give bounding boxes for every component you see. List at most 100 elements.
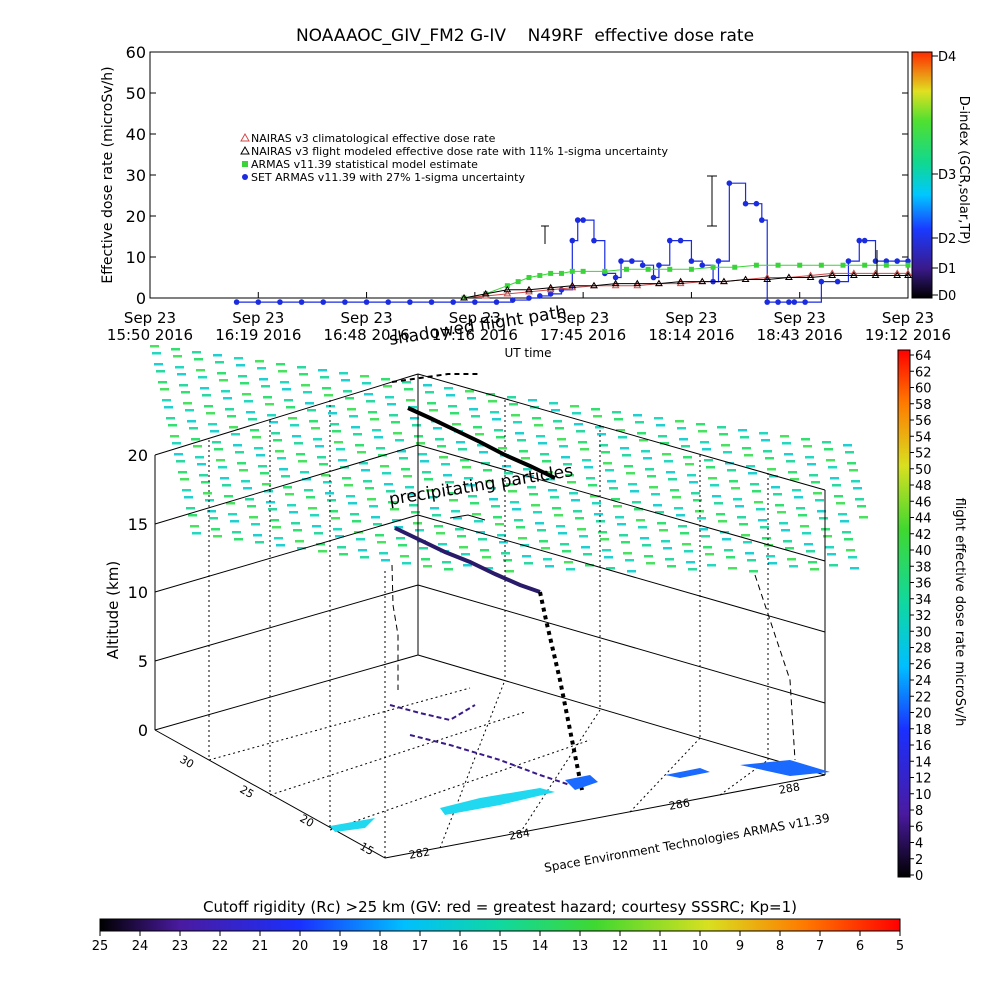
- dose-cell: [790, 478, 799, 481]
- cutoff-colorbar-tick-label: 10: [692, 939, 709, 954]
- dose-cell: [307, 409, 316, 412]
- dose-cell: [203, 492, 212, 495]
- dose-cell: [164, 406, 173, 409]
- dose-cell: [342, 477, 351, 480]
- dose-cell: [728, 567, 737, 570]
- dose-cell: [389, 414, 398, 417]
- dose-cell: [729, 480, 738, 483]
- dose-cell: [664, 460, 673, 463]
- x-tick-date: Sep 23: [557, 309, 609, 327]
- dose-cell: [343, 390, 352, 393]
- dose-cell: [447, 492, 456, 495]
- dose-cell: [257, 367, 266, 370]
- data-point: [428, 299, 435, 305]
- dose-cell: [499, 541, 508, 544]
- dose-cell: [708, 477, 717, 480]
- dose-cell: [274, 537, 283, 540]
- dose-cell: [559, 445, 568, 448]
- cutoff-colorbar-tick-label: 21: [252, 939, 269, 954]
- dose-cell: [460, 459, 469, 462]
- dose-cell: [714, 502, 723, 505]
- dose-cell: [494, 429, 503, 432]
- dose-cell: [701, 535, 710, 538]
- dose-cell: [681, 445, 690, 448]
- dose-cell: [705, 553, 714, 556]
- dose-colorbar-tick-label: 36: [915, 577, 932, 592]
- dose-cell: [565, 474, 574, 477]
- data-point: [623, 266, 629, 272]
- dose-cell: [687, 474, 696, 477]
- dose-cell: [505, 570, 514, 573]
- dose-cell: [851, 480, 860, 483]
- dose-cell: [215, 361, 224, 364]
- dose-cell: [593, 415, 602, 418]
- dose-cell: [213, 354, 222, 357]
- dose-cell: [234, 538, 243, 541]
- dose-cell: [315, 445, 324, 448]
- data-point: [828, 271, 837, 278]
- dose-cell: [426, 489, 435, 492]
- dose-cell: [195, 456, 204, 459]
- data-point: [753, 262, 759, 268]
- dose-cell: [366, 400, 375, 403]
- data-point: [677, 237, 684, 244]
- dose-cell: [848, 556, 857, 559]
- data-point: [525, 285, 533, 293]
- dose-cell: [403, 475, 412, 478]
- dose-colorbar-tick-label: 26: [915, 658, 932, 673]
- cutoff-colorbar-tick-label: 7: [816, 939, 824, 954]
- dose-cell: [288, 417, 297, 420]
- dose-cell: [601, 451, 610, 454]
- dose-cell: [356, 538, 365, 541]
- dose-colorbar-tick-label: 50: [915, 463, 932, 478]
- dose-colorbar-ticks: 0246810121416182022242628303234363840424…: [910, 349, 932, 884]
- dose-cell: [283, 486, 292, 489]
- dose-cell: [223, 397, 232, 400]
- dose-cell: [803, 445, 812, 448]
- data-point: [786, 299, 792, 305]
- dose-colorbar-tick-label: 22: [915, 690, 932, 705]
- dose-colorbar-tick-label: 14: [915, 755, 932, 770]
- dose-cell: [213, 535, 222, 538]
- y-tick-label: 30: [126, 166, 146, 185]
- dose-cell: [264, 490, 273, 493]
- series-layer: [233, 180, 912, 305]
- dose-cell: [598, 531, 607, 534]
- data-point: [797, 262, 803, 268]
- dose-cell: [172, 442, 181, 445]
- dose-cell: [813, 492, 822, 495]
- dose-cell: [376, 447, 385, 450]
- dose-cell: [441, 463, 450, 466]
- dose-cell: [442, 561, 451, 564]
- dose-colorbar-tick-label: 2: [915, 853, 923, 868]
- data-point: [785, 273, 793, 280]
- dose-cell: [182, 489, 191, 492]
- dose-cell: [339, 553, 348, 556]
- dose-cell: [766, 555, 775, 558]
- dose-cell: [306, 496, 315, 499]
- data-point: [548, 270, 554, 276]
- dose-cell: [301, 384, 310, 387]
- dose-cell: [296, 453, 305, 456]
- dose-cell: [323, 481, 332, 484]
- latitude-tick-label: 30: [177, 753, 196, 771]
- dose-cell: [785, 547, 794, 550]
- data-point: [732, 264, 738, 270]
- dose-cell: [857, 505, 866, 508]
- dose-cell: [192, 532, 201, 535]
- dose-cell: [317, 456, 326, 459]
- dose-cell: [602, 549, 611, 552]
- data-point: [655, 279, 663, 287]
- data-point: [320, 299, 327, 305]
- dose-cell: [654, 417, 663, 420]
- data-point: [526, 295, 532, 301]
- dose-cell: [193, 445, 202, 448]
- data-point: [385, 299, 392, 305]
- dose-cell: [181, 391, 190, 394]
- dose-cell: [726, 556, 735, 559]
- dose-cell: [760, 526, 769, 529]
- d-index-tick-label: D1: [938, 262, 956, 277]
- dose-colorbar-tick-label: 62: [915, 365, 932, 380]
- dose-cell: [564, 561, 573, 564]
- dose-cell: [582, 459, 591, 462]
